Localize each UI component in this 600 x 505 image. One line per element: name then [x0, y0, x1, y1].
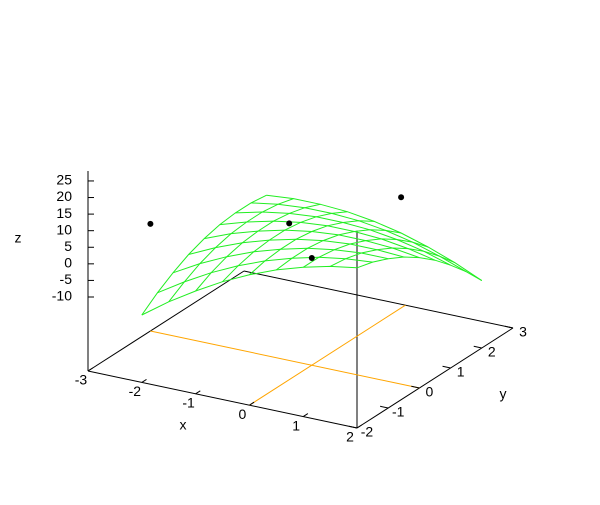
x-tick [195, 390, 201, 395]
z-tick-label: 5 [64, 238, 72, 254]
y-tick [504, 325, 514, 329]
y-tick-label: -1 [392, 404, 405, 420]
z-tick-label: -5 [60, 271, 73, 287]
surface-mesh-line [168, 198, 294, 303]
y-tick-label: -2 [361, 424, 374, 440]
x-tick [249, 401, 255, 406]
x-tick [302, 413, 309, 418]
surface-mesh-line [249, 220, 375, 276]
z-tick-label: -10 [52, 288, 72, 304]
surface-mesh-line [141, 194, 267, 316]
x-tick [356, 424, 362, 429]
surface-mesh-line [195, 203, 321, 292]
x-tick-label: -3 [75, 372, 88, 388]
zero-axis [150, 330, 420, 389]
z-tick-label: 0 [64, 255, 72, 271]
y-tick-label: 3 [519, 324, 527, 340]
y-tick [348, 425, 358, 429]
data-point [398, 194, 405, 201]
base-border [87, 370, 358, 429]
z-tick-label: 20 [56, 188, 72, 204]
y-tick [380, 405, 389, 409]
x-axis-label: x [180, 417, 187, 433]
y-tick-label: 0 [426, 384, 434, 400]
z-tick-label: 10 [56, 221, 72, 237]
y-tick [473, 345, 482, 349]
z-tick-label: 25 [56, 172, 72, 188]
base-border [87, 270, 245, 372]
x-tick-label: 2 [346, 429, 354, 445]
surface-mesh-line [356, 256, 483, 282]
x-tick [141, 378, 147, 383]
surface-mesh-line [329, 247, 456, 267]
x-tick [87, 367, 93, 372]
y-axis-label: y [500, 386, 507, 402]
zero-axis [249, 304, 406, 406]
x-tick-label: -2 [129, 383, 142, 399]
x-tick-label: 0 [239, 406, 247, 422]
base-border [243, 270, 514, 329]
surface-mesh-line [302, 238, 429, 268]
base-border [356, 327, 514, 429]
surface-mesh-line [276, 229, 402, 271]
data-point [147, 220, 154, 227]
y-tick [442, 365, 451, 369]
x-tick-label: -1 [182, 395, 195, 411]
y-tick-label: 1 [457, 364, 465, 380]
surface-mesh-line [141, 265, 358, 316]
x-tick-label: 1 [292, 417, 300, 433]
surface-mesh-line [222, 211, 348, 283]
y-tick [411, 385, 420, 389]
y-tick-label: 2 [488, 344, 496, 360]
data-point [286, 220, 293, 227]
data-point [308, 255, 315, 262]
z-axis-label: z [15, 230, 22, 246]
z-tick-label: 15 [56, 205, 72, 221]
